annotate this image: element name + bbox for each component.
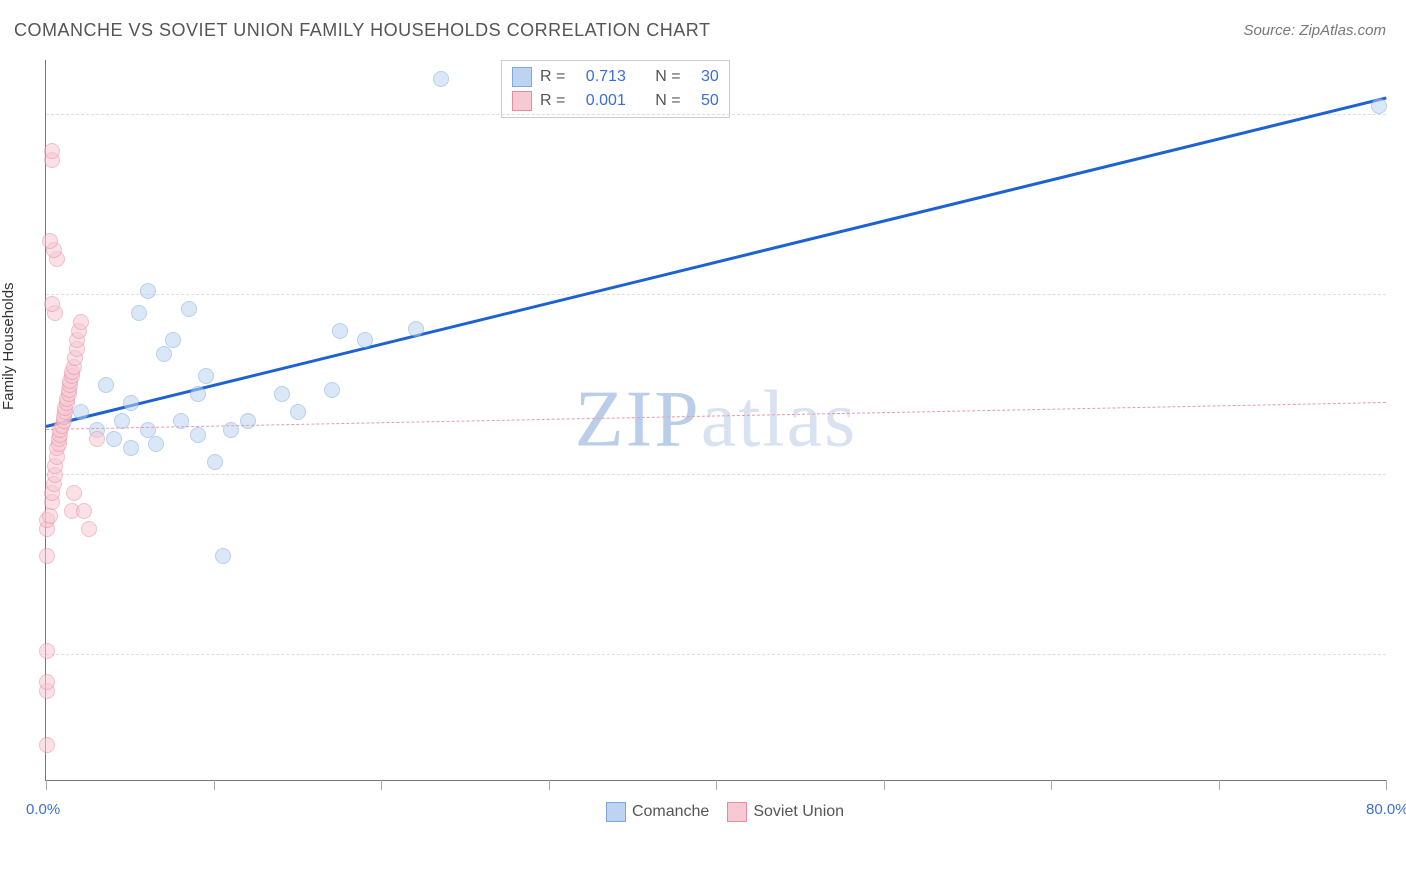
data-point <box>123 395 139 411</box>
data-point <box>81 521 97 537</box>
data-point <box>408 321 424 337</box>
x-tick <box>1219 780 1220 790</box>
data-point <box>274 386 290 402</box>
x-legend: Comanche Soviet Union <box>46 802 1386 822</box>
data-point <box>42 233 58 249</box>
x-tick <box>884 780 885 790</box>
data-point <box>106 431 122 447</box>
data-point <box>357 332 373 348</box>
data-point <box>89 431 105 447</box>
data-point <box>433 71 449 87</box>
chart-container: COMANCHE VS SOVIET UNION FAMILY HOUSEHOL… <box>0 0 1406 892</box>
y-gridline <box>46 474 1386 475</box>
x-tick <box>381 780 382 790</box>
y-gridline <box>46 654 1386 655</box>
y-gridline <box>46 294 1386 295</box>
trend-line-comanche <box>46 96 1387 427</box>
data-point <box>140 283 156 299</box>
x-tick <box>46 780 47 790</box>
chart-title: COMANCHE VS SOVIET UNION FAMILY HOUSEHOL… <box>14 20 710 41</box>
data-point <box>73 404 89 420</box>
stat-r-value: 0.713 <box>586 68 626 86</box>
data-point <box>156 346 172 362</box>
legend-label: Soviet Union <box>753 803 844 820</box>
data-point <box>148 436 164 452</box>
legend-label: Comanche <box>632 803 709 820</box>
data-point <box>39 737 55 753</box>
data-point <box>207 454 223 470</box>
data-point <box>39 674 55 690</box>
x-tick-label: 0.0% <box>26 801 60 818</box>
x-tick-label: 80.0% <box>1366 801 1406 818</box>
stat-r-label: R = <box>540 68 565 86</box>
plot-area: ZIPatlas R = 0.713 N = 30R = 0.001 N = 5… <box>45 60 1386 781</box>
data-point <box>332 323 348 339</box>
stat-row: R = 0.001 N = 50 <box>512 89 719 113</box>
y-axis-label: Family Households <box>0 282 17 410</box>
stat-r-label: R = <box>540 92 565 110</box>
stat-n-value: 50 <box>701 92 719 110</box>
x-tick <box>549 780 550 790</box>
data-point <box>240 413 256 429</box>
legend-swatch-icon <box>512 67 532 87</box>
x-tick <box>1051 780 1052 790</box>
stats-box: R = 0.713 N = 30R = 0.001 N = 50 <box>501 60 730 118</box>
data-point <box>98 377 114 393</box>
y-tick-label: 100.0% <box>1396 105 1406 122</box>
data-point <box>66 485 82 501</box>
x-tick <box>716 780 717 790</box>
source-label: Source: ZipAtlas.com <box>1243 22 1386 39</box>
data-point <box>76 503 92 519</box>
data-point <box>123 440 139 456</box>
watermark: ZIPatlas <box>575 375 858 466</box>
legend-item: Comanche <box>588 803 709 820</box>
legend-item: Soviet Union <box>709 803 844 820</box>
data-point <box>190 386 206 402</box>
data-point <box>190 427 206 443</box>
x-tick <box>1386 780 1387 790</box>
y-tick-label: 40.0% <box>1396 645 1406 662</box>
data-point <box>44 143 60 159</box>
legend-swatch-icon <box>727 802 747 822</box>
stat-r-value: 0.001 <box>586 92 626 110</box>
y-tick-label: 60.0% <box>1396 465 1406 482</box>
data-point <box>1371 98 1387 114</box>
data-point <box>39 548 55 564</box>
data-point <box>39 643 55 659</box>
stat-row: R = 0.713 N = 30 <box>512 65 719 89</box>
data-point <box>290 404 306 420</box>
y-gridline <box>46 114 1386 115</box>
data-point <box>215 548 231 564</box>
legend-swatch-icon <box>606 802 626 822</box>
data-point <box>324 382 340 398</box>
y-tick-label: 80.0% <box>1396 285 1406 302</box>
data-point <box>73 314 89 330</box>
legend-swatch-icon <box>512 91 532 111</box>
data-point <box>131 305 147 321</box>
stat-n-label: N = <box>655 92 680 110</box>
data-point <box>198 368 214 384</box>
x-tick <box>214 780 215 790</box>
data-point <box>165 332 181 348</box>
data-point <box>181 301 197 317</box>
stat-n-label: N = <box>655 68 680 86</box>
data-point <box>44 296 60 312</box>
stat-n-value: 30 <box>701 68 719 86</box>
